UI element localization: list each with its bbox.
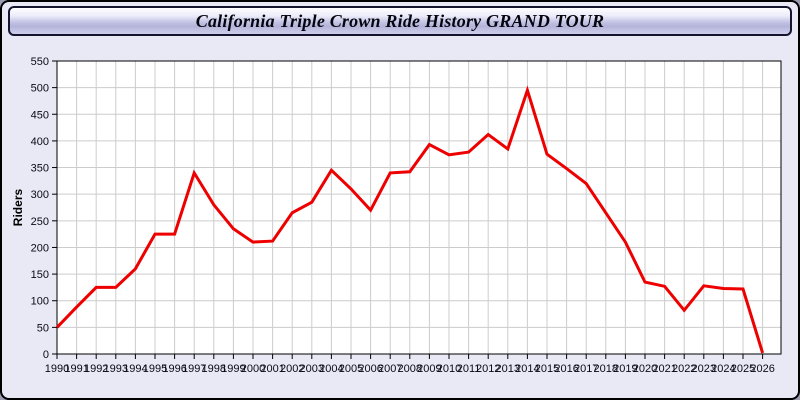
x-tick-label: 2010 <box>437 363 461 375</box>
x-tick-label: 1992 <box>84 363 108 375</box>
x-tick-label: 1997 <box>182 363 206 375</box>
x-tick-label: 2006 <box>358 363 382 375</box>
x-tick-label: 1996 <box>162 363 186 375</box>
x-tick-label: 2021 <box>652 363 676 375</box>
y-tick-label: 0 <box>43 349 49 361</box>
x-tick-label: 2025 <box>731 363 755 375</box>
y-tick-label: 100 <box>31 296 49 308</box>
x-tick-label: 2005 <box>339 363 363 375</box>
y-tick-label: 550 <box>31 56 49 68</box>
y-tick-label: 50 <box>37 322 49 334</box>
page-title: California Triple Crown Ride History GRA… <box>195 10 605 31</box>
y-tick-label: 350 <box>31 163 49 175</box>
x-tick-label: 1995 <box>143 363 167 375</box>
x-tick-label: 2018 <box>594 363 618 375</box>
x-tick-label: 1998 <box>202 363 226 375</box>
plot-border <box>56 60 782 355</box>
x-tick-label: 2008 <box>398 363 422 375</box>
x-tick-label: 2016 <box>554 363 578 375</box>
y-tick-label: 450 <box>31 109 49 121</box>
x-tick-label: 2022 <box>672 363 696 375</box>
x-tick-label: 2007 <box>378 363 402 375</box>
x-tick-label: 2012 <box>476 363 500 375</box>
x-tick-label: 2009 <box>417 363 441 375</box>
riders-series-line <box>55 85 765 354</box>
x-tick-label: 1994 <box>123 363 147 375</box>
x-tick-label: 2013 <box>496 363 520 375</box>
x-tick-label: 2002 <box>280 363 304 375</box>
y-axis-label: Riders <box>11 189 25 227</box>
x-tick-label: 2024 <box>711 363 735 375</box>
x-tick-label: 2015 <box>535 363 559 375</box>
x-tick-label: 2019 <box>613 363 637 375</box>
y-tick-label: 300 <box>31 189 49 201</box>
x-tick-label: 2026 <box>750 363 774 375</box>
y-tick-label: 250 <box>31 216 49 228</box>
x-tick-label: 2023 <box>692 363 716 375</box>
x-tick-label: 2014 <box>515 363 539 375</box>
x-tick-label: 1993 <box>104 363 128 375</box>
x-tick-label: 1990 <box>45 363 69 375</box>
x-tick-label: 2000 <box>241 363 265 375</box>
x-tick-label: 1999 <box>221 363 245 375</box>
x-tick-label: 2004 <box>319 363 343 375</box>
x-tick-label: 1991 <box>64 363 88 375</box>
chart-title-bar: California Triple Crown Ride History GRA… <box>8 6 792 36</box>
x-tick-label: 2003 <box>300 363 324 375</box>
y-tick-label: 500 <box>31 83 49 95</box>
y-tick-label: 150 <box>31 269 49 281</box>
y-tick-label: 200 <box>31 242 49 254</box>
y-tick-label: 400 <box>31 136 49 148</box>
x-tick-label: 2011 <box>457 363 481 375</box>
x-tick-label: 2020 <box>633 363 657 375</box>
x-tick-label: 2017 <box>574 363 598 375</box>
x-tick-label: 2001 <box>260 363 284 375</box>
plot-area <box>57 61 781 354</box>
